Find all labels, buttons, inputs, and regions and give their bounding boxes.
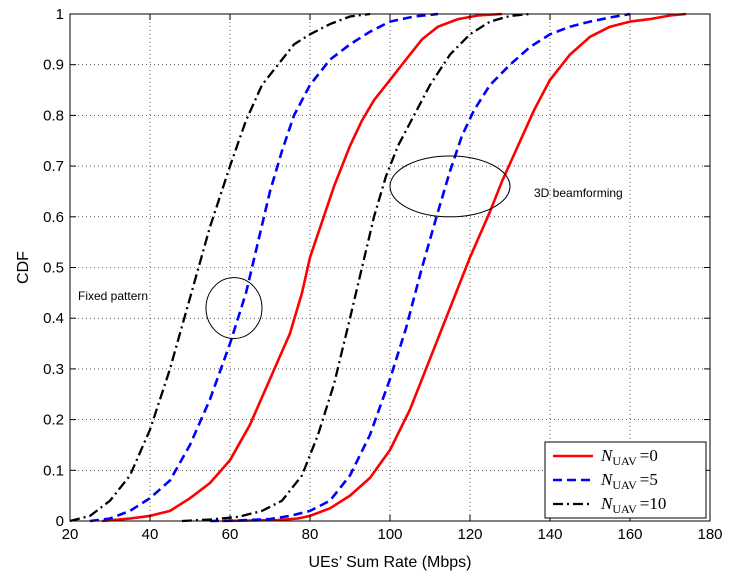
annotation-label: Fixed pattern (78, 289, 148, 303)
series-curves (69, 12, 687, 523)
legend-label-base: N (600, 494, 614, 513)
y-tick-label: 0.2 (43, 412, 64, 429)
series-2-curve-1 (181, 12, 531, 523)
legend-label-2: NUAV =10 (600, 494, 666, 516)
y-tick-label: 0.8 (43, 107, 64, 124)
y-tick-label: 0.9 (43, 57, 64, 74)
y-tick-label: 0.1 (43, 462, 64, 479)
legend-label-value: =0 (640, 446, 658, 465)
y-tick-label: 0 (56, 513, 64, 530)
y-tick-label: 0.3 (43, 361, 64, 378)
legend-label-sub: UAV (612, 502, 637, 516)
axis-ticks (69, 13, 711, 522)
x-tick-label: 20 (62, 526, 79, 543)
legend-label-value: =10 (640, 494, 667, 513)
legend-label-base: N (600, 446, 614, 465)
y-tick-label: 0.5 (43, 260, 64, 277)
legend-label-0: NUAV =0 (600, 446, 658, 468)
x-tick-label: 80 (302, 526, 319, 543)
x-tick-label: 40 (142, 526, 159, 543)
grid-lines (70, 14, 710, 521)
y-tick-label: 0.6 (43, 209, 64, 226)
series-2-curve-0 (69, 12, 371, 523)
annotation-ellipse (389, 155, 511, 218)
x-tick-label: 180 (697, 526, 722, 543)
y-tick-label: 0.7 (43, 158, 64, 175)
legend-label-value: =5 (640, 470, 658, 489)
x-axis-label: UEs’ Sum Rate (Mbps) (309, 554, 472, 571)
x-tick-label: 100 (377, 526, 402, 543)
y-tick-label: 0.4 (43, 310, 64, 327)
legend-label-sub: UAV (612, 478, 637, 492)
x-tick-label: 120 (457, 526, 482, 543)
annotation-label: 3D beamforming (534, 186, 623, 200)
x-tick-label: 60 (222, 526, 239, 543)
series-0-curve-0 (101, 12, 503, 523)
x-tick-label: 140 (537, 526, 562, 543)
legend-label-sub: UAV (612, 454, 637, 468)
annotation-ellipse (205, 277, 263, 339)
tick-labels: 20 40 60 80 100 120 140 160 180 0 0.1 0.2 0.3 0.4 0.5 0… (43, 6, 722, 543)
legend-label-1: NUAV =5 (600, 470, 658, 492)
legend-label-base: N (600, 470, 614, 489)
annotations: Fixed pattern 3D beamforming (78, 155, 623, 339)
y-tick-label: 1 (56, 6, 64, 23)
y-axis-label: CDF (15, 251, 32, 284)
series-1-curve-0 (89, 12, 439, 523)
series-1-curve-1 (209, 12, 631, 523)
x-tick-label: 160 (617, 526, 642, 543)
